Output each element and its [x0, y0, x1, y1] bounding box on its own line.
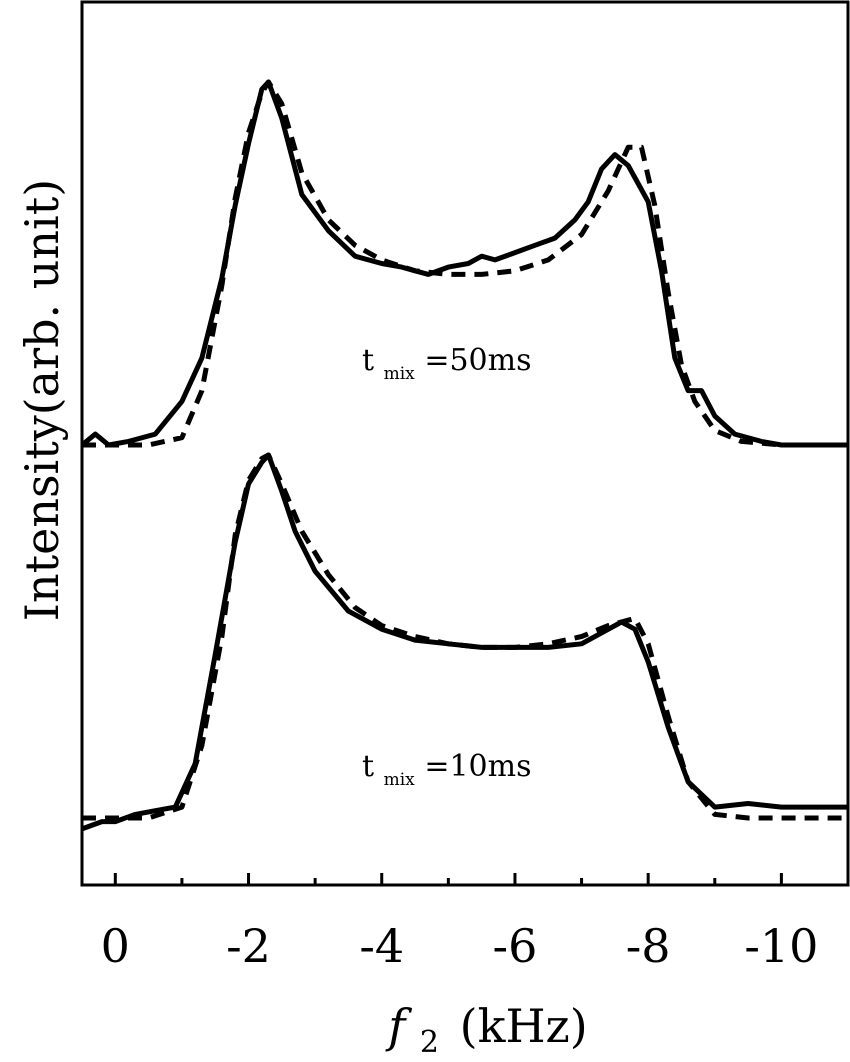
x-tick-label: 0 [101, 919, 130, 973]
annotation-bottom-t: t [362, 749, 374, 784]
annotation-top-value: =50ms [424, 343, 531, 378]
x-tick-labels: 0 -2 -4 -6 -8 -10 [101, 919, 819, 973]
x-tick-label: -6 [493, 919, 538, 973]
trace-top-solid [80, 79, 848, 448]
annotation-top: t mix =50ms [362, 343, 531, 387]
annotation-top-sub: mix [384, 364, 416, 384]
x-axis-unit: (kHz) [460, 999, 588, 1053]
x-axis-variable-subscript: 2 [420, 1025, 439, 1060]
trace-bottom-dashed [82, 452, 848, 821]
x-axis-ticks [113, 873, 850, 885]
annotation-bottom-value: =10ms [424, 749, 531, 784]
x-axis-variable: f [385, 999, 412, 1053]
trace-top-dashed [82, 79, 848, 448]
x-tick-label: -4 [359, 919, 404, 973]
annotation-top-t: t [362, 343, 374, 378]
x-tick-label: -2 [226, 919, 271, 973]
y-axis-title: Intensity(arb. unit) [15, 179, 69, 621]
x-tick-label: -8 [626, 919, 671, 973]
spectrum-traces [80, 79, 848, 832]
x-tick-label: -10 [744, 919, 818, 973]
annotation-bottom: t mix =10ms [362, 749, 531, 793]
x-axis-title: f 2 (kHz) [385, 999, 588, 1062]
trace-bottom-solid [81, 452, 848, 832]
annotation-bottom-sub: mix [384, 770, 416, 790]
